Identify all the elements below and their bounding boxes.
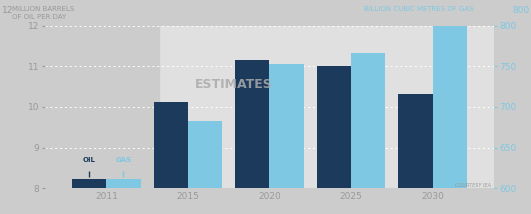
Bar xyxy=(269,64,304,188)
Bar xyxy=(351,53,386,188)
Bar xyxy=(72,179,106,188)
Text: 800: 800 xyxy=(512,6,529,15)
Text: BILLION CUBIC METRES OF GAS: BILLION CUBIC METRES OF GAS xyxy=(364,6,473,12)
Bar xyxy=(235,60,270,188)
Bar xyxy=(398,94,433,188)
Bar xyxy=(188,121,222,188)
Text: MILLION BARRELS
OF OIL PER DAY: MILLION BARRELS OF OIL PER DAY xyxy=(12,6,74,20)
Text: OIL: OIL xyxy=(83,157,96,163)
Text: GAS: GAS xyxy=(115,157,132,163)
Bar xyxy=(317,65,351,188)
Text: 12: 12 xyxy=(2,6,13,15)
Bar xyxy=(433,22,467,188)
Bar xyxy=(106,179,141,188)
Bar xyxy=(153,102,188,188)
Bar xyxy=(45,26,159,188)
Text: ESTIMATES: ESTIMATES xyxy=(194,78,272,91)
Text: COURTESY IEA: COURTESY IEA xyxy=(456,183,491,188)
